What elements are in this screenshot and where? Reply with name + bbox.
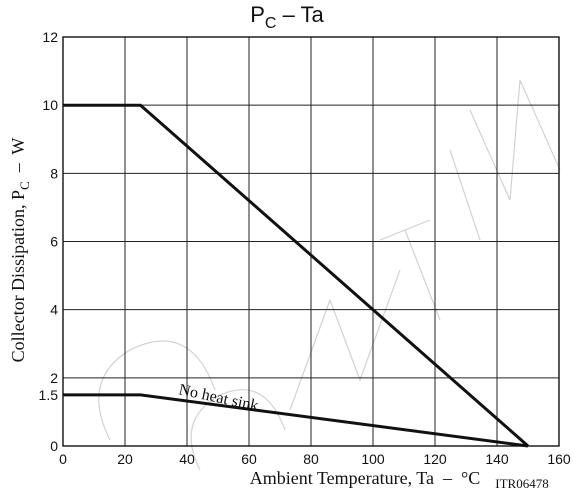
chart-title: PC – Ta <box>250 2 324 32</box>
plot-frame <box>62 36 560 447</box>
x-axis-label: Ambient Temperature, Ta – °C <box>250 468 480 488</box>
series-line-1 <box>63 103 529 448</box>
x-tick-label: 140 <box>485 451 509 467</box>
x-tick-label: 20 <box>117 451 133 467</box>
y-tick-label: 10 <box>42 97 58 113</box>
watermark <box>98 79 561 471</box>
x-tick-label: 80 <box>303 451 319 467</box>
x-tick-label: 60 <box>241 451 257 467</box>
figure-code: ITR06478 <box>495 476 548 491</box>
x-tick-label: 40 <box>179 451 195 467</box>
series-layer <box>63 103 529 448</box>
series-line-2 <box>63 393 529 448</box>
x-tick-label: 160 <box>547 451 571 467</box>
y-tick-label: 8 <box>50 165 58 181</box>
annotation-no-heat-sink: No heat sink <box>177 381 260 414</box>
grid <box>63 37 559 446</box>
x-tick-label: 120 <box>423 451 447 467</box>
tick-labels: 0 20 40 60 80 100 120 140 160 0 1.52 4 6 8 10 12 <box>39 29 571 467</box>
y-tick-label: 0 <box>50 438 58 454</box>
y-tick-label: 6 <box>50 234 58 250</box>
y-tick-label: 4 <box>50 302 58 318</box>
x-tick-label: 100 <box>361 451 385 467</box>
y-tick-label: 1.5 <box>39 387 59 403</box>
x-tick-label: 0 <box>59 451 67 467</box>
y-tick-label: 2 <box>50 370 58 386</box>
y-axis-label: Collector Dissipation, PC – W <box>8 138 32 363</box>
y-tick-label: 12 <box>42 29 58 45</box>
